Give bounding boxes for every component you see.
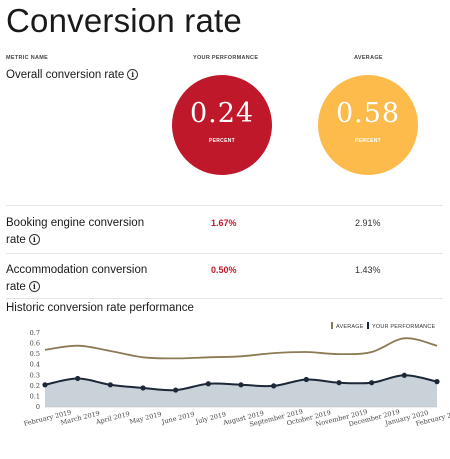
x-tick-label: March 2019 xyxy=(60,409,101,426)
performance-point xyxy=(369,380,375,386)
booking-performance-value: 1.67% xyxy=(211,218,237,228)
legend-average-swatch xyxy=(331,322,333,329)
overall-conversion-text: Overall conversion rate xyxy=(6,69,125,81)
x-tick-label: November 2019 xyxy=(315,408,368,429)
legend-performance-swatch xyxy=(367,322,369,329)
performance-point xyxy=(434,379,440,385)
legend-performance-label: YOUR PERFORMANCE xyxy=(372,324,436,330)
performance-point xyxy=(107,382,113,388)
accommodation-label: Accommodation conversion rate i xyxy=(6,262,147,296)
y-tick-label: 0.7 xyxy=(30,329,40,337)
x-tick-label: July 2019 xyxy=(194,410,227,426)
booking-average-value: 2.91% xyxy=(355,218,381,228)
average-circle: 0.58 PERCENT xyxy=(318,75,418,175)
accommodation-average-value: 1.43% xyxy=(355,265,381,275)
average-header: AVERAGE xyxy=(354,55,383,61)
info-circle-icon[interactable]: i xyxy=(28,281,40,292)
performance-point xyxy=(173,387,179,393)
average-unit: PERCENT xyxy=(355,138,381,144)
y-tick-label: 0.5 xyxy=(30,350,40,358)
y-tick-label: 0.6 xyxy=(30,340,40,348)
x-tick-label: May 2019 xyxy=(129,410,163,426)
x-tick-label: April 2019 xyxy=(94,410,131,426)
x-tick-label: December 2019 xyxy=(348,408,401,428)
y-tick-label: 0.2 xyxy=(30,382,40,390)
x-tick-label: June 2019 xyxy=(160,410,195,426)
y-tick-label: 0.3 xyxy=(30,371,40,379)
overall-conversion-label: Overall conversion rate i xyxy=(6,67,139,84)
historic-section-title: Historic conversion rate performance xyxy=(6,302,194,314)
x-tick-label: January 2020 xyxy=(384,409,430,428)
performance-point xyxy=(205,381,211,387)
booking-engine-text: Booking engine conversion xyxy=(6,217,145,229)
legend-performance[interactable]: YOUR PERFORMANCE xyxy=(367,322,435,330)
y-tick-label: 0 xyxy=(36,403,40,411)
divider xyxy=(6,253,443,254)
average-series-line xyxy=(44,337,438,360)
x-tick-label: September 2019 xyxy=(249,408,304,429)
performance-point xyxy=(401,372,407,378)
x-tick-label: October 2019 xyxy=(286,409,332,428)
accommodation-text: Accommodation conversion xyxy=(6,264,148,276)
performance-value: 0.24 xyxy=(189,98,255,129)
performance-point xyxy=(75,375,81,382)
accommodation-performance-value: 0.50% xyxy=(211,265,237,275)
divider xyxy=(6,205,443,206)
performance-point xyxy=(140,385,146,391)
accommodation-text-2: rate xyxy=(6,281,26,293)
x-tick-label: August 2019 xyxy=(221,409,264,427)
y-tick-label: 0.1 xyxy=(30,392,40,400)
performance-circle: 0.24 PERCENT xyxy=(172,75,272,175)
performance-series-line xyxy=(44,374,438,392)
booking-engine-text-2: rate xyxy=(6,234,26,246)
your-performance-header: YOUR PERFORMANCE xyxy=(193,55,259,61)
metric-name-header: METRIC NAME xyxy=(6,55,49,61)
y-tick-label: 0.4 xyxy=(30,361,40,369)
performance-unit: PERCENT xyxy=(209,138,235,144)
performance-area xyxy=(45,375,437,407)
x-tick-label: February 2019 xyxy=(23,408,72,428)
divider xyxy=(6,298,443,299)
performance-point xyxy=(238,382,244,388)
performance-point xyxy=(271,383,277,389)
booking-engine-label: Booking engine conversion rate i xyxy=(6,215,144,249)
info-circle-icon[interactable]: i xyxy=(28,234,40,245)
performance-point xyxy=(336,380,342,386)
legend-average[interactable]: AVERAGE xyxy=(331,322,364,330)
x-tick-label: February 2020 xyxy=(415,408,450,428)
performance-point xyxy=(303,376,309,383)
average-value: 0.58 xyxy=(335,98,401,129)
info-circle-icon[interactable]: i xyxy=(127,69,139,80)
legend-average-label: AVERAGE xyxy=(336,324,364,330)
page-title: Conversion rate xyxy=(6,2,242,39)
performance-point xyxy=(42,382,48,388)
